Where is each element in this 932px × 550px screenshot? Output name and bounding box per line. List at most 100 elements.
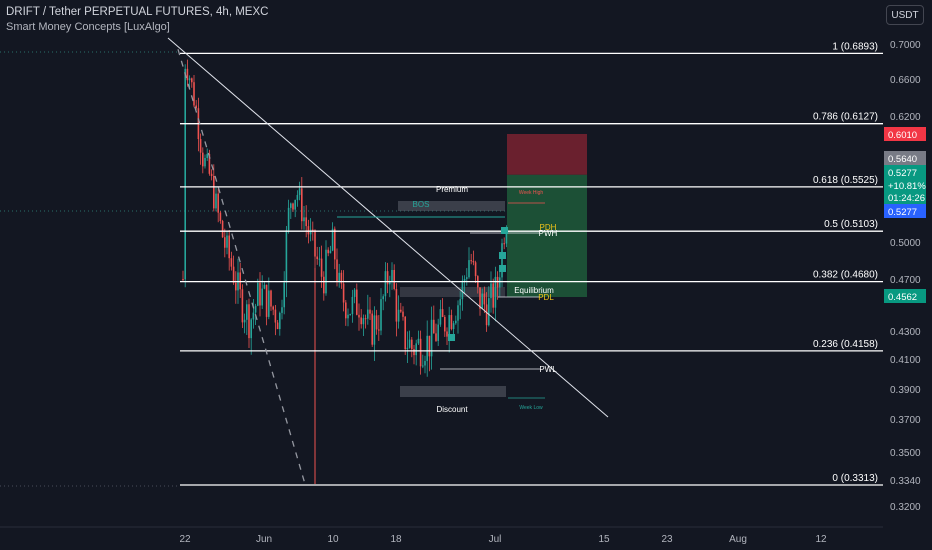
candle-body[interactable] (424, 361, 426, 366)
candle-body[interactable] (479, 287, 481, 309)
candle-body[interactable] (426, 335, 428, 362)
indicator-label[interactable]: Smart Money Concepts [LuxAlgo] (6, 21, 170, 33)
candle-body[interactable] (298, 188, 301, 195)
candle-body[interactable] (448, 315, 450, 337)
candle-body[interactable] (301, 188, 303, 222)
price-axis[interactable]: 0.70000.66000.62000.58000.54000.50000.47… (884, 40, 926, 513)
candle-body[interactable] (400, 309, 402, 312)
candle-body[interactable] (452, 323, 455, 330)
candle-body[interactable] (347, 314, 349, 319)
candle-body[interactable] (254, 305, 257, 313)
candle-body[interactable] (232, 266, 235, 283)
candle-body[interactable] (380, 299, 382, 331)
candle-body[interactable] (314, 230, 316, 257)
candle-body[interactable] (413, 349, 415, 356)
price-tag[interactable] (884, 178, 926, 192)
candle-body[interactable] (252, 312, 255, 320)
candle-body[interactable] (364, 318, 367, 320)
candle-body[interactable] (415, 343, 417, 356)
candle-body[interactable] (411, 339, 413, 350)
candle-body[interactable] (373, 315, 376, 345)
candle-body[interactable] (494, 276, 497, 308)
candle-body[interactable] (474, 262, 477, 277)
candle-body[interactable] (461, 280, 464, 300)
candle-body[interactable] (327, 249, 329, 254)
candle-body[interactable] (268, 290, 270, 317)
dashed-fib-trend[interactable] (177, 49, 306, 485)
candle-body[interactable] (450, 315, 453, 330)
price-tag[interactable] (884, 190, 926, 204)
candle-body[interactable] (356, 289, 358, 315)
candle-body[interactable] (316, 256, 318, 260)
candle-body[interactable] (340, 272, 343, 284)
candle-body[interactable] (505, 231, 508, 244)
candle-body[interactable] (276, 322, 279, 330)
candle-body[interactable] (393, 270, 395, 290)
candle-body[interactable] (292, 203, 294, 210)
candle-body[interactable] (384, 271, 387, 297)
candle-body[interactable] (290, 203, 292, 208)
candle-body[interactable] (397, 309, 400, 322)
candle-body[interactable] (243, 319, 246, 323)
candle-body[interactable] (437, 324, 439, 341)
candle-body[interactable] (501, 243, 503, 278)
candle-body[interactable] (323, 276, 325, 294)
candle-body[interactable] (367, 309, 369, 319)
candle-body[interactable] (191, 78, 193, 83)
candle-body[interactable] (257, 282, 259, 306)
candle-body[interactable] (362, 318, 365, 325)
candle-body[interactable] (428, 335, 431, 357)
candle-body[interactable] (490, 283, 492, 299)
candle-body[interactable] (406, 347, 409, 350)
candle-body[interactable] (395, 289, 398, 322)
currency-button[interactable]: USDT (886, 5, 924, 25)
candle-body[interactable] (466, 277, 468, 279)
candle-body[interactable] (239, 272, 241, 290)
candle-body[interactable] (312, 229, 314, 231)
candle-body[interactable] (492, 283, 494, 308)
candle-body[interactable] (345, 302, 347, 319)
candle-body[interactable] (488, 298, 490, 326)
candle-body[interactable] (371, 313, 373, 345)
candle-body[interactable] (369, 309, 371, 314)
candle-body[interactable] (265, 284, 268, 317)
candle-body[interactable] (235, 282, 237, 291)
candle-body[interactable] (259, 282, 261, 306)
candle-body[interactable] (338, 272, 340, 282)
candle-body[interactable] (378, 329, 380, 331)
candle-body[interactable] (435, 333, 437, 341)
candle-body[interactable] (470, 260, 472, 262)
candle-body[interactable] (246, 304, 248, 320)
take-profit-zone[interactable] (507, 174, 587, 297)
trendline[interactable] (167, 37, 609, 418)
candle-body[interactable] (485, 304, 488, 326)
candle-body[interactable] (468, 260, 470, 278)
candle-body[interactable] (230, 258, 233, 267)
candle-body[interactable] (444, 316, 446, 332)
candle-body[interactable] (433, 319, 435, 334)
candle-body[interactable] (241, 289, 244, 323)
candle-body[interactable] (215, 193, 217, 209)
candle-body[interactable] (210, 173, 213, 176)
candle-body[interactable] (199, 139, 202, 153)
candle-body[interactable] (419, 338, 422, 367)
candle-body[interactable] (261, 288, 263, 306)
candle-body[interactable] (186, 68, 189, 81)
candle-body[interactable] (459, 299, 461, 306)
candle-body[interactable] (219, 212, 222, 221)
candle-body[interactable] (303, 217, 305, 222)
candle-body[interactable] (184, 68, 186, 280)
price-tag[interactable] (884, 127, 926, 141)
candle-body[interactable] (270, 290, 272, 307)
candle-body[interactable] (351, 296, 354, 315)
candle-body[interactable] (455, 320, 457, 324)
candle-body[interactable] (221, 220, 224, 238)
candle-body[interactable] (281, 307, 283, 313)
candle-body[interactable] (285, 230, 288, 283)
candle-body[interactable] (375, 315, 378, 330)
candle-body[interactable] (309, 229, 312, 235)
candle-body[interactable] (208, 154, 211, 174)
candle-body[interactable] (325, 249, 327, 294)
candle-body[interactable] (274, 309, 277, 323)
candle-body[interactable] (402, 311, 404, 317)
